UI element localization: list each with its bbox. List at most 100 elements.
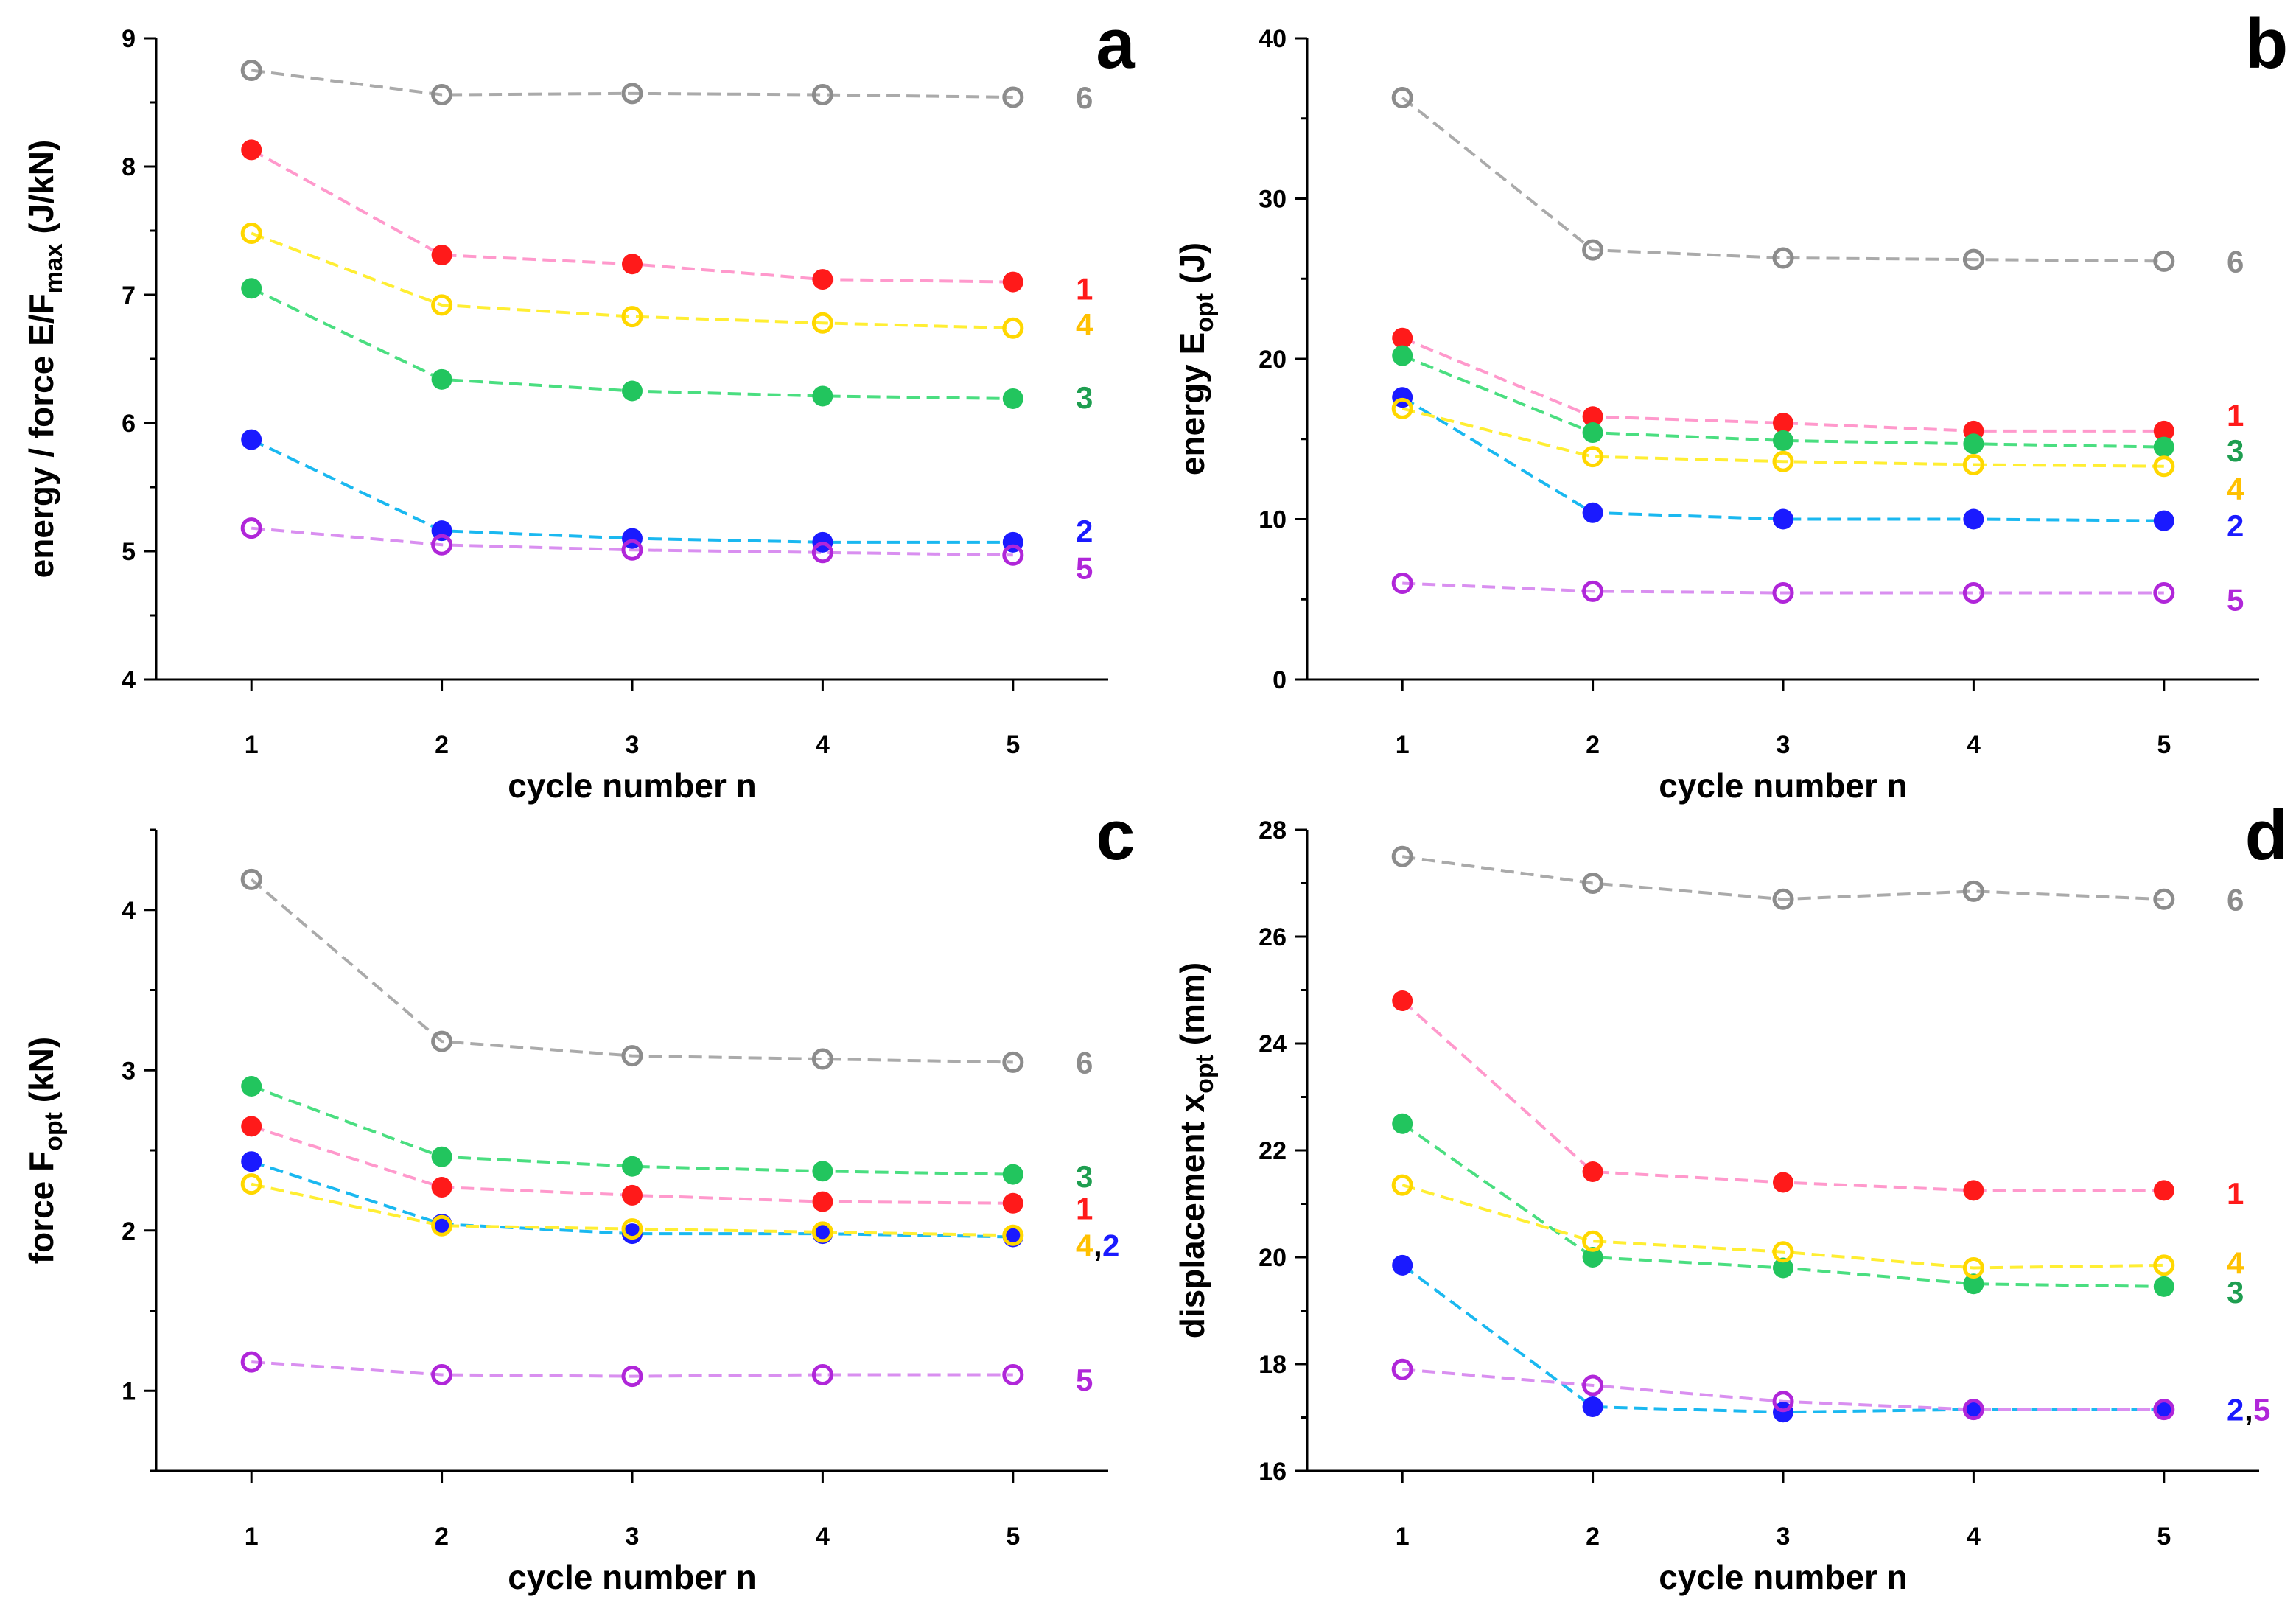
panel-letter: c [1096, 796, 1135, 875]
y-axis-title: energy / force E/Fmax (J/kN) [22, 140, 68, 578]
data-point-series-2 [241, 429, 262, 450]
x-axis-title: cycle number n [508, 1558, 756, 1596]
series-end-label: 2 [2227, 1393, 2244, 1427]
data-point-series-4 [621, 306, 643, 328]
data-point-series-4 [1002, 317, 1024, 339]
data-point-series-3 [431, 1146, 452, 1167]
data-point-series-6 [1962, 880, 1984, 902]
data-point-series-6 [431, 84, 453, 106]
data-point-series-5 [621, 539, 643, 561]
data-point-series-1 [1773, 413, 1793, 433]
axes-frame [155, 38, 1108, 681]
data-point-series-1 [1963, 1180, 1984, 1201]
x-tick-label: 3 [626, 1523, 640, 1551]
x-tick-label: 3 [626, 731, 640, 759]
data-point-series-2 [622, 1223, 643, 1245]
series-end-label: 3 [1076, 380, 1093, 415]
x-tick-label: 4 [1967, 1523, 1981, 1551]
y-tick-label: 26 [1259, 923, 1287, 951]
data-point-series-6 [2153, 888, 2175, 910]
data-point-series-4 [431, 1214, 453, 1237]
series-end-label: 1 [2227, 1176, 2244, 1211]
y-tick-label: 3 [122, 1057, 136, 1085]
x-tick-label: 2 [435, 1523, 449, 1551]
data-point-series-5 [1962, 582, 1984, 604]
data-point-series-5 [1002, 1364, 1024, 1385]
panel-letter: b [2245, 4, 2289, 83]
data-point-series-6 [1772, 247, 1794, 269]
data-point-series-3 [1582, 422, 1603, 444]
y-axis-title-unit: (mm) [1173, 962, 1211, 1055]
series-end-label: 2 [1076, 514, 1093, 548]
x-tick-label: 4 [1967, 731, 1981, 759]
series-end-label: , [1093, 1228, 1102, 1262]
y-tick-label: 4 [122, 666, 136, 694]
x-tick-label: 5 [1006, 731, 1020, 759]
series-end-label: 6 [1076, 80, 1093, 115]
data-point-series-4 [1002, 1224, 1024, 1246]
data-point-series-2 [1582, 1396, 1603, 1417]
data-point-series-6 [621, 1045, 643, 1067]
data-point-series-1 [431, 245, 452, 266]
data-point-series-6 [1962, 248, 1984, 270]
series-end-label: 6 [1076, 1045, 1093, 1080]
data-point-series-1 [1582, 406, 1603, 427]
series-end-label: 1 [1076, 1191, 1093, 1226]
data-point-series-3 [2153, 436, 2174, 458]
data-point-series-4 [1582, 446, 1604, 468]
series-line-5 [1402, 581, 2164, 595]
y-tick-label: 20 [1259, 1244, 1287, 1272]
data-point-series-3 [1773, 430, 1793, 451]
data-point-series-5 [1772, 582, 1794, 604]
series-end-label: 5 [1076, 1363, 1093, 1397]
data-point-series-5 [240, 1351, 262, 1373]
y-axis-title-sub: opt [1191, 1055, 1219, 1094]
data-point-series-6 [621, 83, 643, 105]
data-point-series-3 [1002, 388, 1023, 409]
data-point-series-1 [1002, 1192, 1023, 1214]
data-point-series-4 [240, 1173, 262, 1195]
x-tick-label: 3 [1777, 731, 1791, 759]
series-line-5 [1402, 1368, 2164, 1411]
data-point-series-1 [241, 1116, 262, 1137]
series-end-label: 4 [1076, 1228, 1093, 1262]
series-line-3 [1401, 354, 2164, 449]
y-axis-title-main: displacement x [1173, 1093, 1211, 1338]
data-point-series-1 [2153, 1180, 2174, 1201]
y-axis-title-unit: (J/kN) [22, 140, 60, 244]
y-axis-title-unit: (kN) [22, 1037, 60, 1112]
y-tick-label: 10 [1259, 506, 1287, 534]
data-point-series-4 [1582, 1230, 1604, 1252]
x-tick-label: 5 [2157, 731, 2171, 759]
series-end-label: 3 [2227, 433, 2244, 468]
x-tick-label: 1 [1396, 731, 1410, 759]
series-end-label: 3 [1076, 1159, 1093, 1194]
series-end-label: , [2244, 1393, 2253, 1427]
data-point-series-5 [1962, 1399, 1984, 1421]
x-tick-label: 5 [1006, 1523, 1020, 1551]
y-axis-title-unit: (J) [1173, 242, 1211, 293]
series-line-4 [1401, 407, 2164, 468]
data-point-series-4 [1772, 1241, 1794, 1263]
data-point-series-4 [621, 1218, 643, 1240]
y-axis-title-sub: opt [40, 1112, 68, 1151]
series-end-label: 1 [1076, 271, 1093, 306]
data-point-series-3 [622, 380, 643, 402]
y-tick-label: 20 [1259, 346, 1287, 374]
series-end-label: 6 [2227, 882, 2244, 917]
x-tick-label: 1 [245, 731, 259, 759]
data-point-series-2 [1963, 508, 1984, 530]
data-point-series-6 [811, 1048, 833, 1070]
axes-frame [155, 830, 1108, 1472]
y-tick-label: 6 [122, 410, 136, 438]
data-point-series-5 [1391, 1358, 1413, 1380]
series-end-label: 4 [1076, 307, 1093, 342]
y-axis-title-main: force F [22, 1151, 60, 1264]
series-line-6 [1401, 96, 2164, 263]
data-point-series-6 [1772, 888, 1794, 910]
x-tick-label: 1 [1396, 1523, 1410, 1551]
data-point-series-2 [1773, 508, 1793, 530]
y-tick-label: 24 [1259, 1030, 1287, 1058]
series-end-label: 4 [2227, 1245, 2244, 1280]
